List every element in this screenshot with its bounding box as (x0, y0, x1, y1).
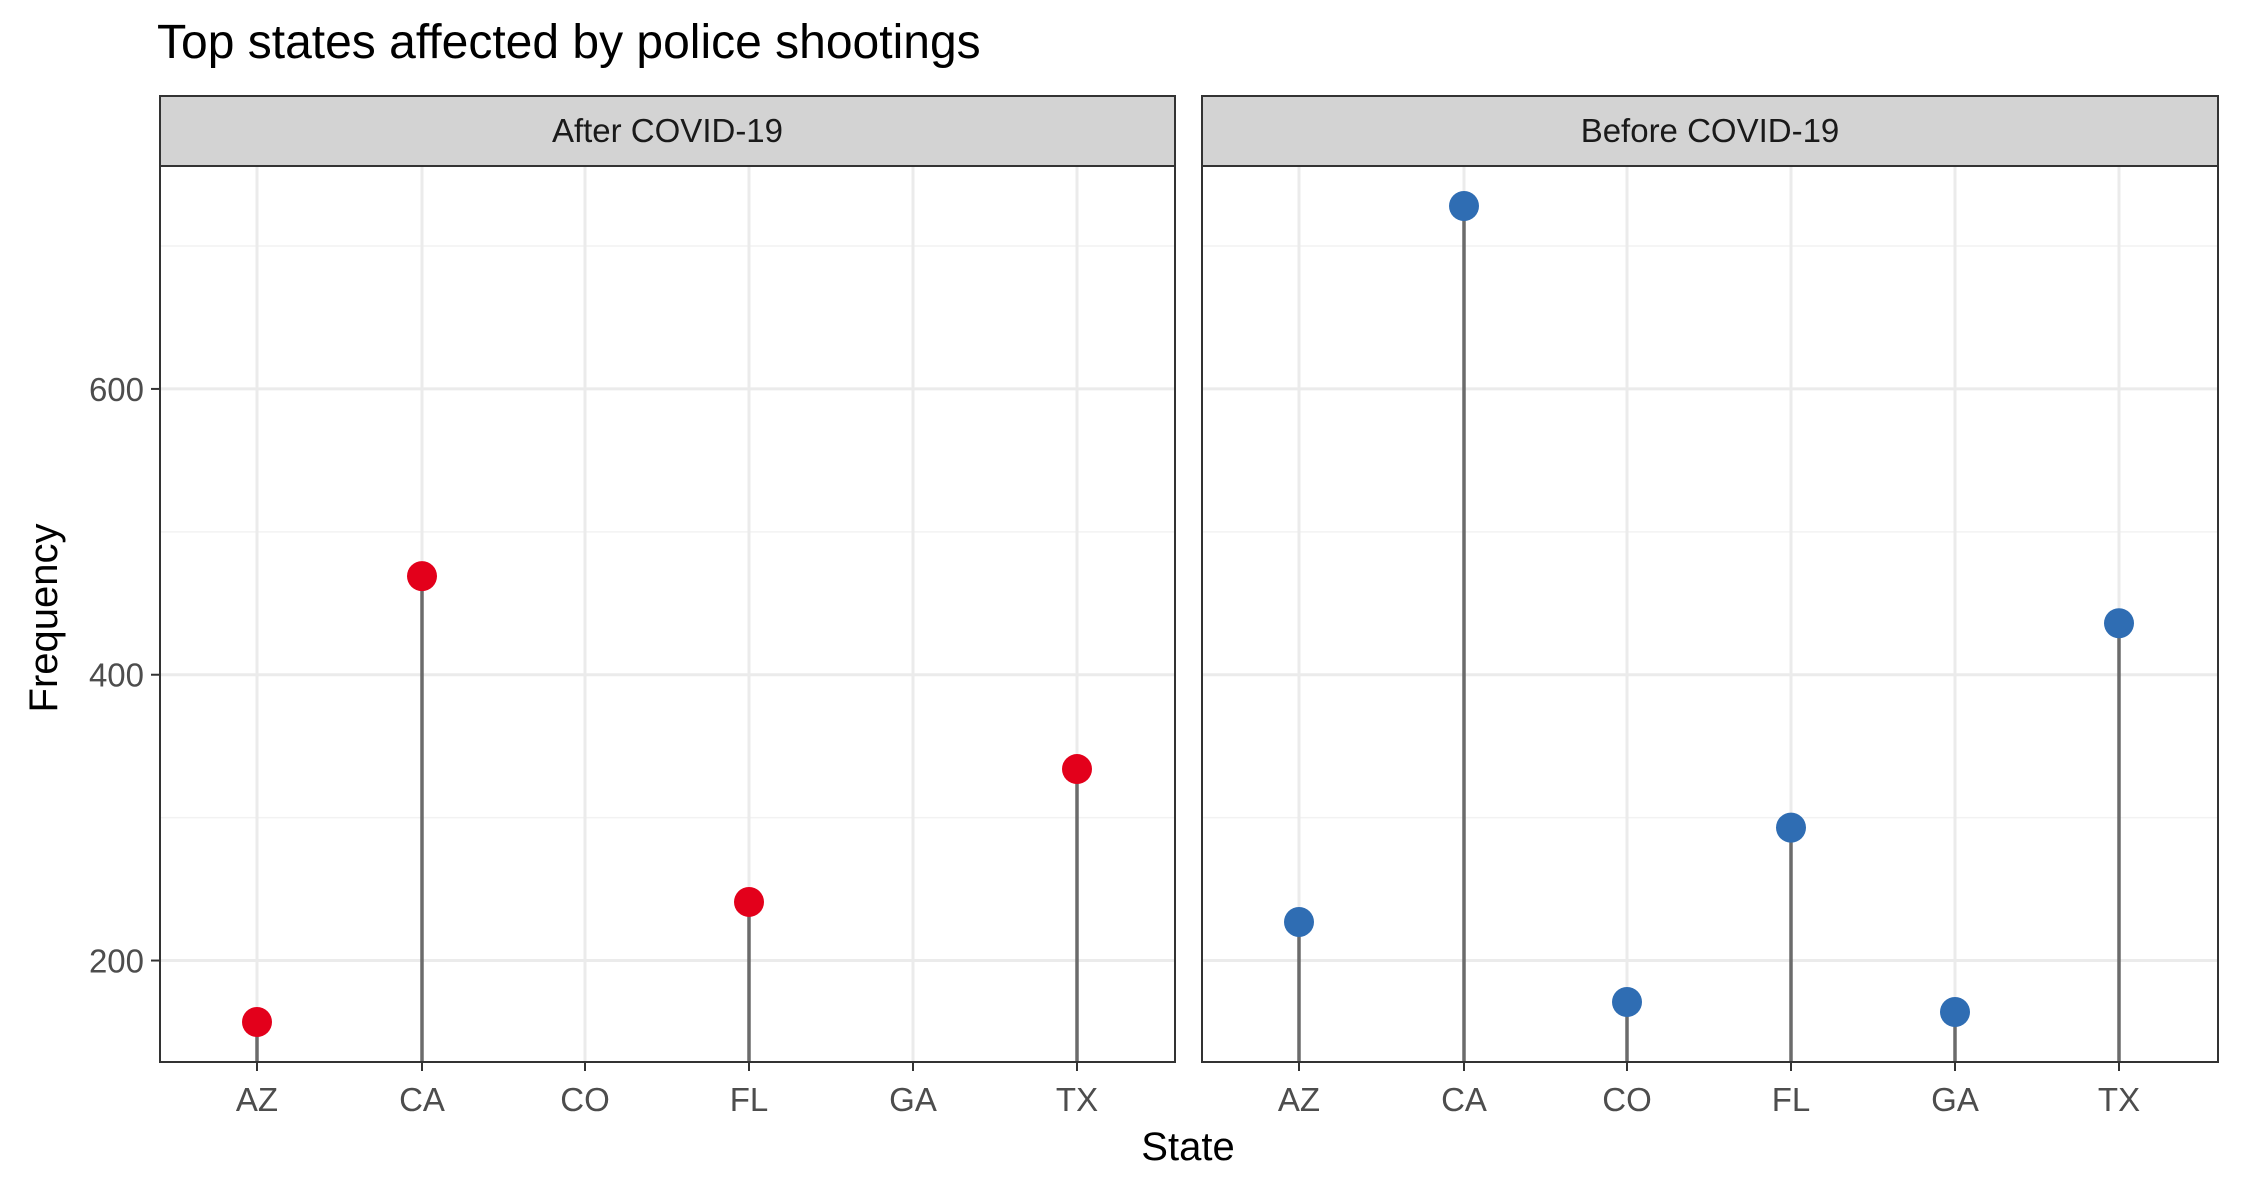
y-tick-label: 400 (89, 657, 144, 694)
x-tick-label: CA (399, 1081, 445, 1118)
lollipop-point (1940, 996, 1970, 1027)
lollipop-point (1612, 986, 1642, 1017)
x-tick-label: TX (2098, 1081, 2140, 1118)
x-tick-label: AZ (236, 1081, 278, 1118)
x-tick-label: FL (730, 1081, 769, 1118)
lollipop-point (734, 886, 764, 917)
x-tick-label: TX (1056, 1081, 1098, 1118)
facet-strip (159, 95, 1176, 167)
x-tick-label: AZ (1278, 1081, 1320, 1118)
x-tick-label: GA (889, 1081, 937, 1118)
x-tick-label: CO (560, 1081, 610, 1118)
lollipop-point (1284, 906, 1314, 937)
facet-strip-label: Before COVID-19 (1581, 112, 1840, 149)
x-tick-label: CA (1441, 1081, 1487, 1118)
panel-background (160, 166, 1175, 1062)
panel-background (1202, 166, 2218, 1062)
facet-panel-0: After COVID-19 AZ CA CO FL GA TX (159, 95, 1176, 1118)
y-tick-label: 600 (89, 371, 144, 408)
lollipop-point (1776, 812, 1806, 843)
lollipop-point (242, 1006, 272, 1037)
y-axis-label: Frequency (22, 524, 66, 713)
x-tick-label: CO (1602, 1081, 1652, 1118)
lollipop-point (2104, 608, 2134, 639)
y-tick-label: 200 (89, 943, 144, 980)
lollipop-point (1062, 754, 1092, 785)
x-tick-label: GA (1931, 1081, 1979, 1118)
x-axis-label: State (1141, 1125, 1234, 1169)
lollipop-point (407, 561, 437, 592)
facet-strip-label: After COVID-19 (552, 112, 783, 149)
x-tick-label: FL (1772, 1081, 1811, 1118)
facet-panel-1: Before COVID-19 AZ CA CO FL GA TX (1201, 95, 2219, 1118)
chart-title: Top states affected by police shootings (157, 16, 981, 69)
lollipop-point (1449, 191, 1479, 222)
facet-strip (1201, 95, 2219, 167)
